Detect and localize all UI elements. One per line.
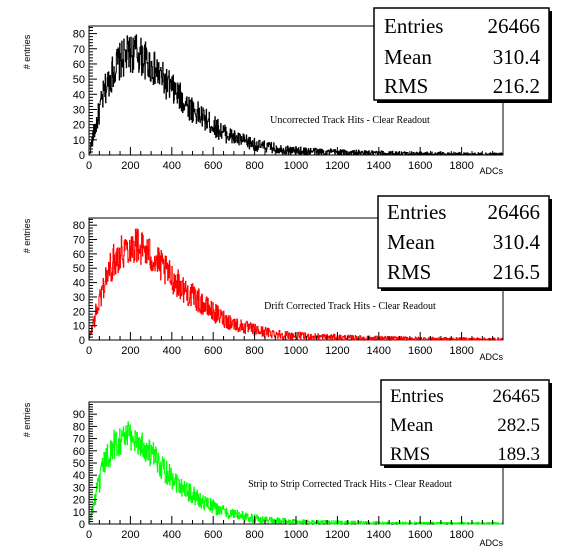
- y-axis-label: # entries: [22, 402, 32, 437]
- stats-entries-label: Entries: [387, 200, 446, 224]
- x-axis-label: ADCs: [479, 538, 503, 548]
- x-tick-label: 1600: [408, 529, 432, 541]
- x-tick-label: 0: [86, 345, 92, 357]
- stats-entries-value: 26465: [493, 386, 541, 407]
- y-tick-label: 40: [73, 89, 85, 101]
- histogram-panel-2: 0 200 400 600 800 1000 1200 1400 1600 18000102030…: [22, 195, 552, 362]
- x-tick-label: 1800: [449, 345, 473, 357]
- y-tick-label: 30: [73, 104, 85, 116]
- stats-entries-value: 26466: [488, 200, 541, 224]
- stats-rms-value: 189.3: [497, 444, 540, 465]
- x-tick-label: 400: [163, 345, 181, 357]
- y-tick-label: 30: [73, 292, 85, 304]
- histogram-line: [88, 34, 503, 156]
- y-tick-label: 10: [73, 135, 85, 147]
- plot-title: Uncorrected Track Hits - Clear Readout: [270, 115, 430, 126]
- x-tick-label: 0: [86, 529, 92, 541]
- x-tick-label: 1200: [325, 345, 349, 357]
- stats-mean-value: 310.4: [493, 45, 541, 69]
- x-tick-label: 400: [163, 529, 181, 541]
- y-tick-label: 60: [73, 446, 85, 458]
- y-tick-label: 50: [73, 74, 85, 86]
- histogram-line: [88, 421, 504, 525]
- y-tick-label: 80: [73, 29, 85, 41]
- stats-entries-value: 26466: [488, 14, 541, 38]
- stats-box: [380, 379, 550, 466]
- histogram-panel-3: 0 200 400 600 800 1000 1200 1400 1600 1800 0102030…: [22, 379, 552, 548]
- x-tick-label: 1400: [367, 529, 391, 541]
- stats-box: [373, 7, 550, 101]
- x-tick-label: 1800: [449, 529, 473, 541]
- stats-rms-label: RMS: [387, 260, 431, 284]
- x-tick-label: 1000: [284, 345, 308, 357]
- y-tick-label: 40: [73, 278, 85, 290]
- x-tick-label: 400: [163, 160, 181, 172]
- x-tick-label: 1400: [367, 345, 391, 357]
- y-tick-label: 90: [73, 409, 85, 421]
- y-tick-label: 20: [73, 495, 85, 507]
- y-tick-label: 60: [73, 249, 85, 261]
- x-tick-label: 1200: [325, 529, 349, 541]
- x-axis-label: ADCs: [479, 352, 503, 362]
- x-tick-label: 1600: [408, 345, 432, 357]
- y-tick-label: 70: [73, 235, 85, 247]
- stats-rms-value: 216.2: [493, 74, 540, 98]
- x-tick-label: 1000: [284, 160, 308, 172]
- stats-entries-label: Entries: [390, 386, 444, 407]
- x-tick-label: 600: [204, 160, 222, 172]
- x-tick-label: 1200: [325, 160, 349, 172]
- y-tick-label: 70: [73, 44, 85, 56]
- x-axis-label: ADCs: [479, 166, 503, 176]
- stats-box: [377, 195, 550, 289]
- y-tick-label: 50: [73, 458, 85, 470]
- y-tick-label: 50: [73, 263, 85, 275]
- histogram-panel-1: 0 200 400 600 800 1000 1200 1400 1600 1800 0 10 20 30…: [22, 7, 552, 176]
- stats-rms-label: RMS: [384, 74, 428, 98]
- y-tick-label: 0: [79, 519, 85, 531]
- plot-title: Drift Corrected Track Hits - Clear Reado…: [264, 301, 436, 312]
- y-tick-label: 60: [73, 59, 85, 71]
- x-tick-label: 200: [121, 529, 139, 541]
- x-tick-label: 0: [86, 160, 92, 172]
- y-tick-label: 30: [73, 482, 85, 494]
- stats-mean-label: Mean: [387, 230, 435, 254]
- x-tick-label: 1400: [367, 160, 391, 172]
- y-tick-label: 40: [73, 470, 85, 482]
- stats-rms-label: RMS: [390, 444, 430, 465]
- x-tick-label: 200: [121, 345, 139, 357]
- x-tick-label: 800: [245, 345, 263, 357]
- y-tick-label: 70: [73, 434, 85, 446]
- stats-rms-value: 216.5: [493, 260, 540, 284]
- stats-entries-label: Entries: [384, 14, 443, 38]
- y-tick-label: 20: [73, 120, 85, 132]
- plot-title: Strip to Strip Corrected Track Hits - Cl…: [248, 479, 452, 490]
- y-tick-label: 10: [73, 507, 85, 519]
- y-axis-label: # entries: [22, 218, 32, 253]
- x-tick-label: 1600: [408, 160, 432, 172]
- stats-mean-label: Mean: [390, 415, 434, 436]
- stats-mean-value: 310.4: [493, 230, 541, 254]
- x-tick-label: 1000: [284, 529, 308, 541]
- x-tick-label: 200: [121, 160, 139, 172]
- y-tick-label: 0: [79, 335, 85, 347]
- y-tick-label: 80: [73, 220, 85, 232]
- x-tick-label: 1800: [449, 160, 473, 172]
- y-tick-label: 80: [73, 421, 85, 433]
- y-tick-label: 10: [73, 321, 85, 333]
- x-tick-label: 600: [204, 345, 222, 357]
- stats-mean-value: 282.5: [497, 415, 540, 436]
- x-tick-label: 800: [245, 160, 263, 172]
- y-tick-label: 0: [79, 150, 85, 162]
- x-tick-label: 800: [245, 529, 263, 541]
- stats-mean-label: Mean: [384, 45, 432, 69]
- y-axis-label: # entries: [22, 34, 32, 69]
- x-tick-label: 600: [204, 529, 222, 541]
- y-tick-label: 20: [73, 306, 85, 318]
